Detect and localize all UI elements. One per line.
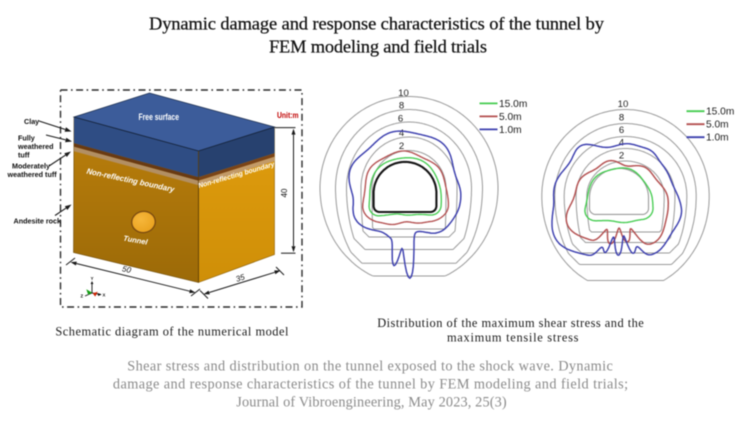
- svg-text:2: 2: [399, 141, 404, 152]
- svg-text:damage and response characteri: damage and response characteristics of t…: [113, 377, 628, 393]
- svg-text:Free surface: Free surface: [139, 112, 180, 122]
- svg-text:4: 4: [619, 138, 625, 149]
- svg-text:8: 8: [399, 100, 404, 111]
- svg-text:Shear stress and distribution: Shear stress and distribution on the tun…: [127, 359, 613, 375]
- svg-text:10: 10: [398, 88, 409, 99]
- svg-text:8: 8: [619, 113, 624, 124]
- svg-text:FEM modeling and field trials: FEM modeling and field trials: [269, 37, 487, 57]
- svg-text:40: 40: [280, 188, 289, 197]
- svg-text:weathered tuff: weathered tuff: [7, 170, 58, 179]
- svg-text:Unit:m: Unit:m: [277, 110, 299, 120]
- svg-text:Clay: Clay: [24, 117, 39, 126]
- svg-text:Distribution of the maximum sh: Distribution of the maximum shear stress…: [377, 316, 644, 330]
- svg-text:Dynamic damage and response ch: Dynamic damage and response characterist…: [149, 14, 605, 34]
- svg-text:1.0m: 1.0m: [499, 125, 522, 136]
- svg-text:Schematic diagram of the numer: Schematic diagram of the numerical model: [55, 325, 289, 339]
- svg-text:4: 4: [399, 128, 405, 139]
- svg-text:Fully: Fully: [18, 134, 35, 143]
- svg-text:15.0m: 15.0m: [499, 99, 527, 110]
- svg-text:6: 6: [619, 125, 624, 136]
- svg-text:5.0m: 5.0m: [499, 112, 522, 123]
- svg-text:35: 35: [235, 272, 247, 283]
- svg-text:Tunnel: Tunnel: [123, 234, 150, 247]
- svg-text:Andesite rock: Andesite rock: [14, 217, 62, 226]
- svg-text:10: 10: [618, 99, 629, 110]
- svg-text:6: 6: [398, 113, 403, 124]
- svg-text:15.0m: 15.0m: [706, 107, 734, 118]
- svg-text:50: 50: [121, 264, 132, 275]
- svg-text:1.0m: 1.0m: [706, 133, 729, 144]
- svg-text:X: X: [103, 293, 106, 298]
- svg-text:tuff: tuff: [18, 151, 30, 160]
- svg-text:Journal of Vibroengineering, M: Journal of Vibroengineering, May 2023, 2…: [236, 395, 507, 411]
- svg-text:2: 2: [619, 151, 624, 162]
- svg-text:5.0m: 5.0m: [706, 120, 729, 131]
- svg-text:weathered: weathered: [17, 142, 54, 151]
- svg-text:maximum tensile stress: maximum tensile stress: [447, 331, 579, 345]
- svg-text:Y: Y: [91, 276, 94, 281]
- svg-text:Moderately: Moderately: [12, 162, 50, 171]
- svg-text:Z: Z: [81, 294, 84, 299]
